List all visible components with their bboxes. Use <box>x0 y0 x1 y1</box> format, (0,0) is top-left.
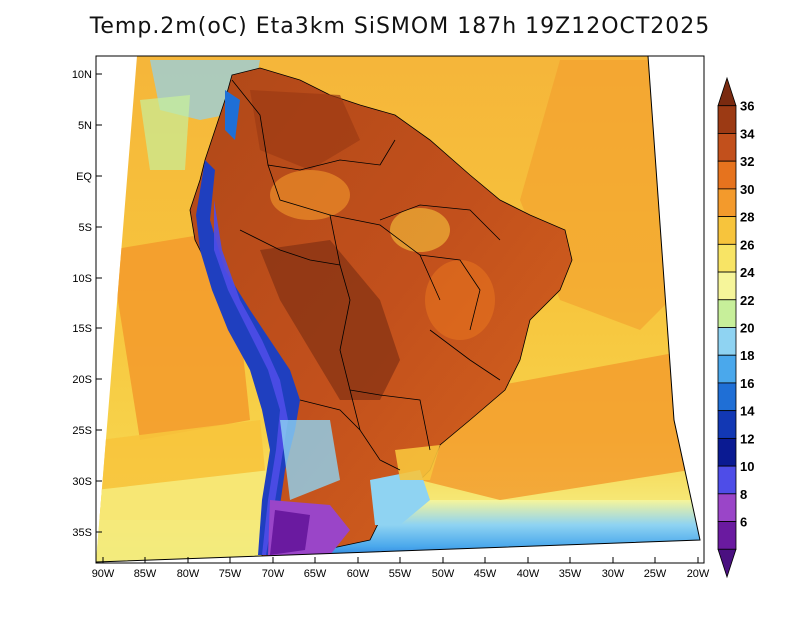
colorbar-swatch <box>717 299 737 328</box>
colorbar-label: 20 <box>740 321 754 336</box>
map-title: Temp.2m(oC) Eta3km SiSMOM 187h 19Z12OCT2… <box>89 14 711 39</box>
colorbar: 36 34 32 30 28 26 24 22 20 18 16 14 12 10 8 6 <box>717 76 755 579</box>
pacific-north-cool <box>140 95 190 170</box>
colorbar-label: 24 <box>740 265 755 280</box>
colorbar-swatch <box>717 271 737 301</box>
colorbar-label: 14 <box>740 404 755 419</box>
lon-label: 40W <box>517 568 540 580</box>
lon-label: 25W <box>644 568 667 580</box>
colorbar-label: 32 <box>740 154 754 169</box>
colorbar-swatch <box>717 243 737 273</box>
colorbar-swatch <box>717 410 737 439</box>
lon-label: 30W <box>602 568 625 580</box>
colorbar-swatch <box>717 327 737 356</box>
lat-label: 10S <box>72 273 92 285</box>
south-brazil-mild <box>395 445 440 480</box>
andes-cold-strip <box>196 160 300 555</box>
colorbar-swatch <box>717 133 737 162</box>
country-borders <box>231 79 501 471</box>
colorbar-swatch <box>717 437 737 467</box>
longitude-axis: 90W 85W 80W 75W 70W 65W 60W 55W 50W 45W … <box>92 557 710 580</box>
lon-label: 75W <box>219 568 242 580</box>
pacific-cool-region <box>96 470 270 562</box>
lat-label: 30S <box>72 476 92 488</box>
colorbar-label: 12 <box>740 431 754 446</box>
lon-label: 60W <box>347 568 370 580</box>
colorbar-swatch <box>717 354 737 384</box>
lon-label: 65W <box>304 568 327 580</box>
hot-core-region <box>260 240 400 400</box>
colorbar-swatch <box>717 465 737 495</box>
colorbar-bottom-arrow <box>717 548 737 579</box>
lon-label: 80W <box>177 568 200 580</box>
andes-coldest-strip <box>214 200 288 555</box>
colorbar-label: 22 <box>740 293 754 308</box>
amazon-cooler-patch <box>270 170 350 220</box>
colorbar-swatch <box>717 493 737 522</box>
patagonia-coldest-region <box>270 510 310 555</box>
lat-label: 20S <box>72 374 92 386</box>
colorbar-swatch <box>717 188 737 218</box>
colombian-andes-cold <box>225 90 240 140</box>
temperature-field <box>96 56 700 562</box>
colorbar-swatch <box>717 160 737 190</box>
lat-label: 10N <box>72 69 92 81</box>
colorbar-label: 26 <box>740 237 754 252</box>
lon-label: 20W <box>687 568 710 580</box>
lat-label: 35S <box>72 527 92 539</box>
lon-label: 90W <box>92 568 115 580</box>
colorbar-swatch <box>717 521 737 550</box>
colorbar-top-arrow <box>717 76 737 107</box>
colorbar-label: 8 <box>740 487 747 502</box>
lon-label: 45W <box>474 568 497 580</box>
colorbar-label: 10 <box>740 459 754 474</box>
colorbar-label: 36 <box>740 99 754 114</box>
lat-label: 15S <box>72 323 92 335</box>
colorbar-label: 6 <box>740 515 747 530</box>
amazon-cooler-patch <box>390 208 450 252</box>
lon-label: 55W <box>389 568 412 580</box>
colorbar-label: 30 <box>740 182 754 197</box>
lon-label: 85W <box>134 568 157 580</box>
lat-label: 5S <box>79 222 92 234</box>
colorbar-label: 18 <box>740 348 754 363</box>
lon-label: 70W <box>262 568 285 580</box>
colorbar-swatch <box>717 382 737 412</box>
lat-label: 25S <box>72 425 92 437</box>
colorbar-label: 16 <box>740 376 754 391</box>
lon-label: 50W <box>432 568 455 580</box>
lat-label: EQ <box>76 171 92 183</box>
lat-label: 5N <box>78 120 92 132</box>
colorbar-label: 34 <box>740 126 755 141</box>
colorbar-swatch <box>717 105 737 134</box>
colorbar-swatch <box>717 216 737 245</box>
latitude-axis: 10N 5N EQ 5S 10S 15S 20S 25S 30S 35S <box>72 69 102 539</box>
colorbar-label: 28 <box>740 210 754 225</box>
north-hot-region <box>250 90 360 170</box>
lon-label: 35W <box>559 568 582 580</box>
uruguay-cool-region <box>370 470 430 525</box>
central-warm-patch <box>425 260 495 340</box>
argentina-cool-region <box>280 420 340 500</box>
